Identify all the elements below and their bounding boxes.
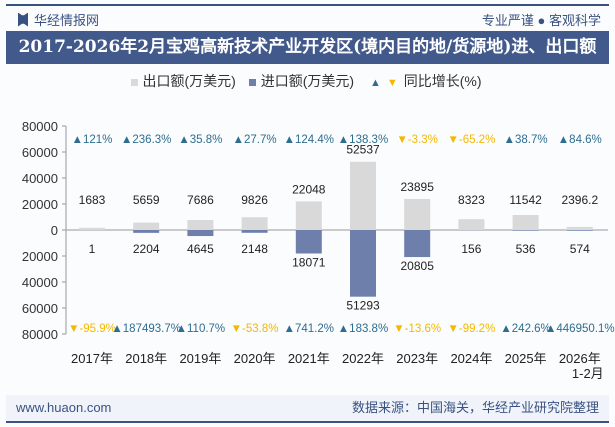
export-growth-label: ▲236.3% bbox=[121, 134, 171, 146]
x-tick-label: 2018年 bbox=[125, 351, 167, 366]
import-growth-label: ▲187493.7% bbox=[111, 323, 181, 335]
import-growth-label: ▼-53.8% bbox=[231, 323, 279, 335]
export-value-label: 1683 bbox=[79, 193, 106, 207]
export-bar bbox=[241, 217, 268, 230]
y-tick-label: 80000 bbox=[22, 119, 58, 134]
import-bar bbox=[295, 230, 322, 254]
import-value-label: 51293 bbox=[346, 299, 380, 313]
chart-title: 2017-2026年2月宝鸡高新技术产业开发区(境内目的地/货源地)进、出口额 bbox=[6, 31, 609, 64]
export-bar bbox=[133, 222, 160, 230]
slogan: 专业严谨 ● 客观科学 bbox=[481, 13, 601, 28]
export-bar bbox=[458, 219, 485, 230]
legend: 出口额(万美元) 进口额(万美元) ▲ ▼ 同比增长(%) bbox=[0, 71, 615, 91]
import-bar bbox=[404, 230, 431, 258]
logo-text: 华经情报网 bbox=[34, 13, 100, 28]
export-bar bbox=[79, 227, 105, 230]
import-bar bbox=[350, 230, 376, 297]
import-bar bbox=[187, 230, 214, 237]
import-growth-label: ▼-13.6% bbox=[393, 323, 441, 335]
export-growth-label: ▲124.4% bbox=[284, 134, 334, 146]
legend-growth: ▲ ▼ 同比增长(%) bbox=[369, 73, 482, 89]
export-bar bbox=[512, 214, 539, 230]
export-growth-label: ▲38.7% bbox=[504, 134, 548, 146]
export-growth-label: ▲27.7% bbox=[233, 134, 277, 146]
export-growth-label: ▼-65.2% bbox=[447, 134, 495, 146]
import-value-label: 20805 bbox=[401, 259, 435, 273]
website: www.huaon.com bbox=[16, 400, 112, 415]
y-tick-label: 40000 bbox=[22, 171, 58, 186]
export-value-label: 22048 bbox=[292, 182, 326, 196]
import-bar bbox=[133, 230, 160, 233]
y-tick-label: 0 bbox=[51, 223, 58, 238]
import-growth-label: ▲242.6% bbox=[500, 323, 550, 335]
import-bar bbox=[566, 230, 593, 231]
y-tick-label: 20000 bbox=[22, 249, 58, 264]
logo: 华经情报网 bbox=[18, 10, 99, 29]
x-tick-label: 2019年 bbox=[179, 351, 221, 366]
import-value-label: 2148 bbox=[241, 242, 268, 256]
import-value-label: 536 bbox=[516, 242, 536, 256]
export-value-label: 7686 bbox=[187, 193, 214, 207]
y-tick-label: 60000 bbox=[22, 301, 58, 316]
import-growth-label: ▲741.2% bbox=[284, 323, 334, 335]
import-growth-label: ▼-99.2% bbox=[447, 323, 495, 335]
import-value-label: 2204 bbox=[133, 242, 160, 256]
import-bar bbox=[512, 230, 539, 231]
export-bar bbox=[566, 226, 593, 230]
export-bar bbox=[404, 198, 431, 230]
export-value-label: 23895 bbox=[401, 180, 435, 194]
import-value-label: 1 bbox=[89, 242, 96, 256]
export-value-label: 52537 bbox=[346, 143, 380, 157]
import-value-label: 4645 bbox=[187, 242, 214, 256]
import-value-label: 156 bbox=[461, 242, 481, 256]
export-growth-label: ▲84.6% bbox=[558, 134, 602, 146]
data-source: 数据来源：中国海关，华经产业研究院整理 bbox=[351, 400, 599, 415]
export-bar bbox=[295, 201, 322, 230]
import-growth-label: ▲110.7% bbox=[176, 323, 226, 335]
x-tick-label: 1-2月 bbox=[572, 366, 604, 381]
export-value-label: 8323 bbox=[458, 193, 485, 207]
y-tick-label: 60000 bbox=[22, 145, 58, 160]
import-value-label: 574 bbox=[570, 242, 590, 256]
export-bar bbox=[187, 220, 214, 230]
y-tick-label: 80000 bbox=[22, 327, 58, 342]
import-value-label: 18071 bbox=[292, 255, 326, 269]
import-growth-label: ▲446950.1% bbox=[545, 323, 615, 335]
export-growth-label: ▲121% bbox=[72, 134, 113, 146]
legend-export: 出口额(万美元) bbox=[130, 73, 239, 89]
y-tick-label: 20000 bbox=[22, 197, 58, 212]
footer: www.huaon.com 数据来源：中国海关，华经产业研究院整理 bbox=[6, 395, 609, 421]
y-tick-label: 40000 bbox=[22, 275, 58, 290]
bottom-border bbox=[6, 421, 609, 423]
export-growth-label: ▲35.8% bbox=[178, 134, 222, 146]
x-tick-label: 2024年 bbox=[450, 351, 492, 366]
export-growth-label: ▼-3.3% bbox=[396, 134, 437, 146]
import-growth-label: ▼-95.9% bbox=[68, 323, 116, 335]
export-value-label: 2396.2 bbox=[561, 193, 598, 207]
x-tick-label: 2017年 bbox=[71, 351, 113, 366]
x-tick-label: 2023年 bbox=[396, 351, 438, 366]
import-bar bbox=[241, 230, 268, 233]
legend-import: 进口额(万美元) bbox=[248, 73, 357, 89]
x-tick-label: 2021年 bbox=[288, 351, 330, 366]
x-tick-label: 2026年 bbox=[559, 351, 601, 366]
top-border bbox=[6, 4, 609, 6]
x-tick-label: 2025年 bbox=[505, 351, 547, 366]
import-growth-label: ▲183.8% bbox=[338, 323, 388, 335]
export-value-label: 5659 bbox=[133, 193, 160, 207]
export-value-label: 9826 bbox=[241, 193, 268, 207]
export-value-label: 11542 bbox=[509, 193, 542, 207]
export-bar bbox=[350, 161, 376, 230]
logo-icon bbox=[18, 12, 28, 27]
x-tick-label: 2022年 bbox=[342, 351, 384, 366]
x-tick-label: 2020年 bbox=[234, 351, 276, 366]
export-growth-label: ▲138.3% bbox=[338, 134, 388, 146]
